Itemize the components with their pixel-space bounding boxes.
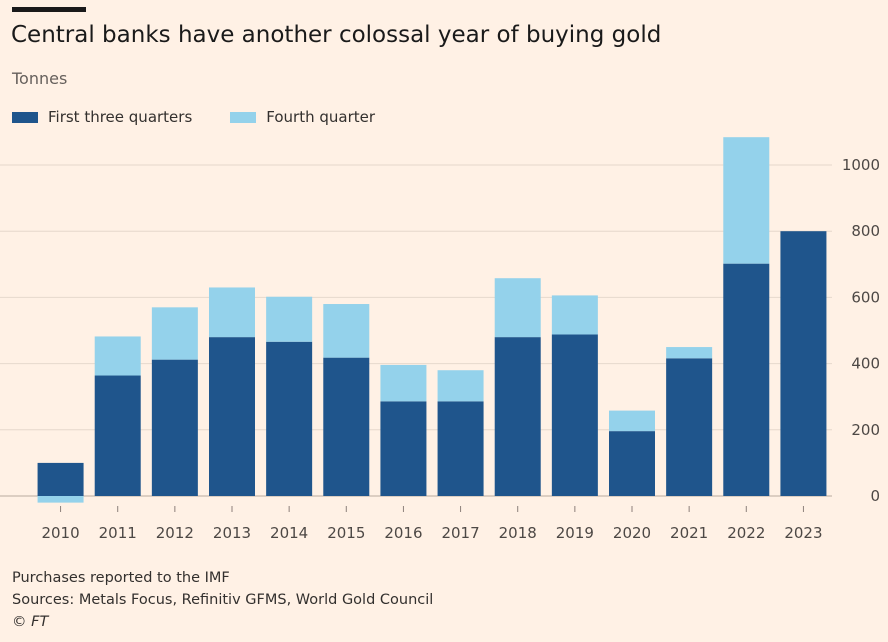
bar-first-three-quarters-2018 xyxy=(494,337,541,496)
y-tick-label-200: 200 xyxy=(851,421,880,439)
bar-fourth-quarter-2021 xyxy=(666,347,713,359)
stacked-bar-chart: 0 200 400 600 800 1000 2010 2011 2012 2013 2014 201… xyxy=(0,137,880,542)
legend-swatch-fourth-quarter xyxy=(230,111,257,123)
legend-label-fourth-quarter: Fourth quarter xyxy=(266,108,376,126)
bar-first-three-quarters-2016 xyxy=(380,401,427,496)
bar-fourth-quarter-2016 xyxy=(380,364,427,402)
legend-label-first-three-quarters: First three quarters xyxy=(48,108,193,126)
bar-fourth-quarter-2011 xyxy=(94,336,141,376)
x-tick-label-2017: 2017 xyxy=(441,524,479,542)
x-tick-label-2010: 2010 xyxy=(41,524,79,542)
bar-first-three-quarters-2012 xyxy=(151,359,198,496)
legend-swatch-first-three-quarters xyxy=(12,111,38,123)
y-tick-label-600: 600 xyxy=(851,288,880,306)
y-tick-label-400: 400 xyxy=(851,355,880,373)
chart-title: Central banks have another colossal year… xyxy=(11,22,662,48)
bar-fourth-quarter-2020 xyxy=(609,410,655,432)
bar-first-three-quarters-2010 xyxy=(37,462,84,496)
bar-first-three-quarters-2022 xyxy=(723,263,770,496)
y-tick-label-800: 800 xyxy=(851,222,880,240)
y-tick-label-1000: 1000 xyxy=(842,156,880,174)
bar-first-three-quarters-2015 xyxy=(323,357,370,496)
footer-sources: Sources: Metals Focus, Refinitiv GFMS, W… xyxy=(12,592,434,608)
bar-fourth-quarter-2012 xyxy=(151,307,198,360)
bar-first-three-quarters-2023 xyxy=(780,231,827,496)
bar-fourth-quarter-2014 xyxy=(266,296,313,342)
bar-first-three-quarters-2013 xyxy=(209,337,255,496)
bar-fourth-quarter-2022 xyxy=(723,137,770,264)
legend-item-first-three-quarters: First three quarters xyxy=(12,108,192,126)
x-tick-label-2019: 2019 xyxy=(556,524,594,542)
legend: First three quarters Fourth quarter xyxy=(12,108,413,126)
bar-first-three-quarters-2011 xyxy=(94,375,141,496)
bar-first-three-quarters-2021 xyxy=(666,358,713,496)
bar-fourth-quarter-2010 xyxy=(37,496,84,503)
x-tick-label-2012: 2012 xyxy=(156,524,194,542)
bar-first-three-quarters-2020 xyxy=(609,431,655,496)
x-tick-label-2013: 2013 xyxy=(213,524,251,542)
bar-fourth-quarter-2019 xyxy=(551,295,598,335)
x-tick-label-2016: 2016 xyxy=(384,524,422,542)
bar-first-three-quarters-2014 xyxy=(266,341,313,496)
x-tick-label-2023: 2023 xyxy=(784,524,822,542)
bar-fourth-quarter-2015 xyxy=(323,304,370,358)
footer-note: Purchases reported to the IMF xyxy=(12,570,230,586)
ft-top-bar xyxy=(12,7,86,12)
bar-fourth-quarter-2017 xyxy=(437,370,484,402)
x-tick-label-2021: 2021 xyxy=(670,524,708,542)
bar-first-three-quarters-2019 xyxy=(551,334,598,496)
bar-fourth-quarter-2013 xyxy=(209,287,255,338)
y-tick-label-0: 0 xyxy=(870,487,880,505)
legend-item-fourth-quarter: Fourth quarter xyxy=(230,108,375,126)
x-tick-label-2022: 2022 xyxy=(727,524,765,542)
x-tick-label-2015: 2015 xyxy=(327,524,365,542)
x-tick-label-2018: 2018 xyxy=(499,524,537,542)
x-tick-label-2011: 2011 xyxy=(99,524,137,542)
x-tick-label-2020: 2020 xyxy=(613,524,651,542)
ft-credit: © FT xyxy=(12,614,49,630)
bar-first-three-quarters-2017 xyxy=(437,401,484,496)
chart-subtitle: Tonnes xyxy=(12,69,68,88)
x-tick-label-2014: 2014 xyxy=(270,524,308,542)
bar-fourth-quarter-2018 xyxy=(494,278,541,338)
